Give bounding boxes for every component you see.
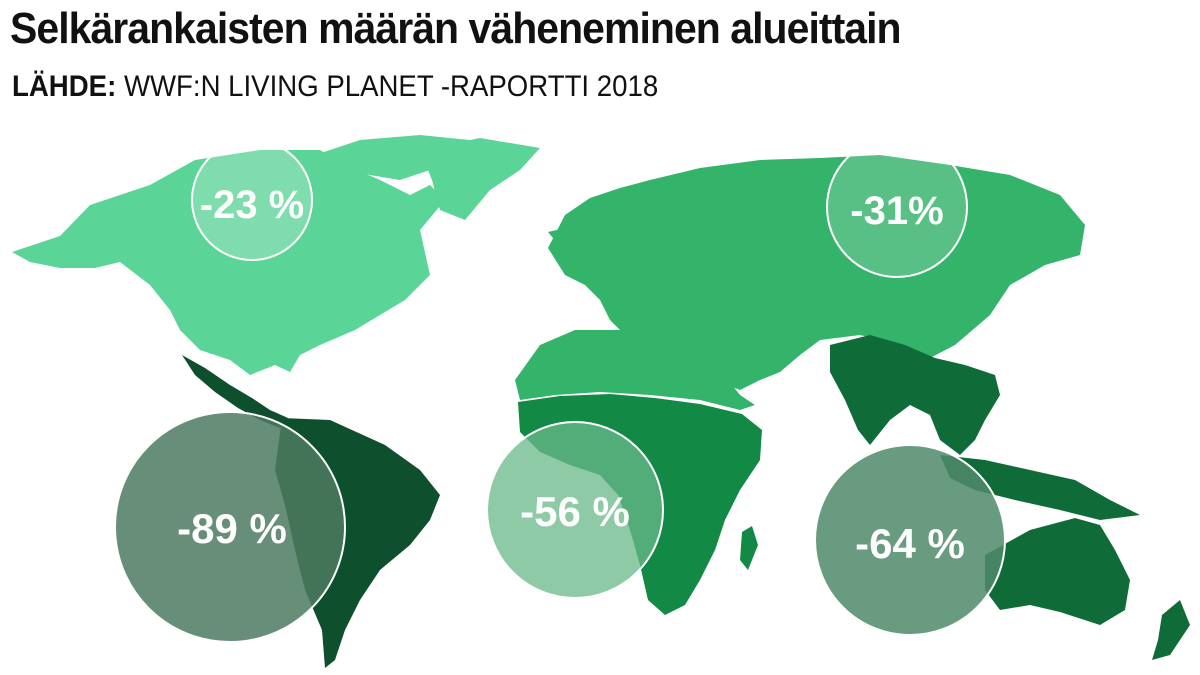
iceland-shape [548, 228, 574, 244]
new-zealand-shape [1152, 600, 1190, 660]
central-america-shape [182, 355, 288, 428]
north-america-shape [12, 150, 445, 375]
source-line: LÄHDE: WWF:N LIVING PLANET -RAPORTTI 201… [12, 70, 658, 104]
value-asia-pacific: -64 % [855, 520, 965, 567]
value-eurasia: -31% [850, 189, 943, 233]
north-africa-shape [515, 330, 755, 410]
value-latin-america: -89 % [177, 505, 287, 552]
circle-africa [486, 421, 664, 599]
value-africa: -56 % [520, 488, 630, 535]
region-asia-pacific [830, 335, 1190, 660]
value-north-america: -23 % [200, 183, 305, 227]
source-label: LÄHDE: [12, 70, 117, 103]
south-asia-shape [830, 335, 1000, 455]
region-eurasia [515, 155, 1085, 410]
source-text: WWF:N LIVING PLANET -RAPORTTI 2018 [123, 70, 659, 103]
greenland-shape [420, 138, 540, 220]
madagascar-shape [740, 526, 758, 570]
islands-shape [940, 455, 1140, 520]
australia-shape [985, 518, 1130, 625]
region-north-america [12, 135, 540, 375]
circle-eurasia [826, 136, 968, 278]
circle-latin-america [114, 411, 346, 643]
circle-north-america [191, 139, 313, 261]
eurasia-shape [548, 155, 1085, 390]
map-title: Selkärankaisten määrän väheneminen aluei… [10, 4, 902, 53]
circle-asia-pacific [814, 444, 1006, 636]
